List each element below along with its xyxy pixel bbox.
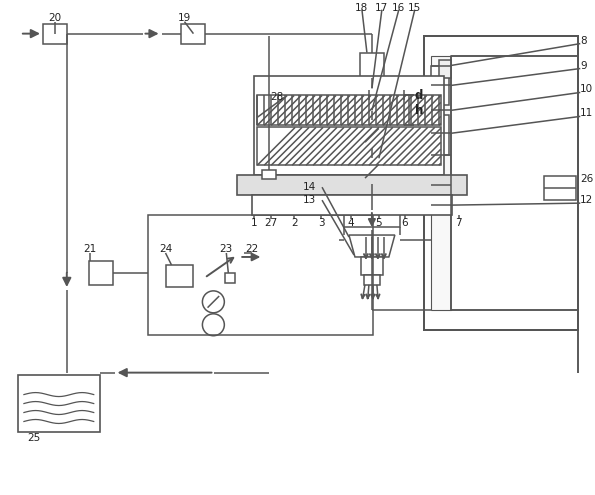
Text: 14: 14 bbox=[302, 182, 316, 192]
Bar bbox=[181, 24, 205, 44]
Text: 2: 2 bbox=[291, 218, 298, 228]
Bar bbox=[252, 195, 452, 215]
Bar bbox=[544, 176, 577, 200]
Text: 28: 28 bbox=[271, 93, 284, 102]
Bar bbox=[364, 275, 380, 285]
Bar bbox=[226, 273, 235, 283]
Text: d: d bbox=[415, 89, 423, 102]
Text: 15: 15 bbox=[408, 2, 421, 13]
Text: 10: 10 bbox=[580, 85, 593, 95]
Bar bbox=[360, 89, 384, 111]
Text: 1: 1 bbox=[251, 218, 258, 228]
Bar bbox=[148, 215, 373, 335]
Text: 26: 26 bbox=[580, 174, 594, 184]
Bar bbox=[237, 175, 466, 195]
Bar bbox=[262, 170, 276, 179]
Bar bbox=[165, 265, 193, 287]
Bar bbox=[257, 96, 441, 125]
Bar bbox=[360, 52, 384, 78]
Text: 4: 4 bbox=[347, 218, 354, 228]
Text: 13: 13 bbox=[302, 195, 316, 205]
Bar bbox=[344, 213, 400, 227]
Text: 23: 23 bbox=[220, 244, 233, 254]
Bar bbox=[439, 59, 450, 78]
Bar bbox=[257, 127, 441, 165]
Text: 9: 9 bbox=[580, 60, 587, 71]
Text: 8: 8 bbox=[580, 36, 587, 46]
Text: h: h bbox=[415, 104, 423, 117]
Text: 18: 18 bbox=[355, 2, 368, 13]
Text: 11: 11 bbox=[580, 108, 594, 118]
Text: 7: 7 bbox=[455, 218, 462, 228]
Bar bbox=[89, 261, 112, 285]
Polygon shape bbox=[349, 235, 395, 257]
Text: 16: 16 bbox=[392, 2, 405, 13]
Text: 24: 24 bbox=[159, 244, 172, 254]
Text: 21: 21 bbox=[83, 244, 96, 254]
Bar bbox=[43, 24, 67, 44]
Bar bbox=[431, 65, 449, 105]
Text: 25: 25 bbox=[27, 434, 40, 444]
Text: 5: 5 bbox=[375, 218, 382, 228]
Text: 6: 6 bbox=[402, 218, 408, 228]
Text: 19: 19 bbox=[178, 13, 191, 23]
Bar bbox=[431, 55, 450, 310]
Bar bbox=[424, 36, 578, 330]
Text: 27: 27 bbox=[265, 218, 278, 228]
Text: 17: 17 bbox=[375, 2, 389, 13]
Bar bbox=[450, 55, 578, 310]
Text: 20: 20 bbox=[48, 13, 61, 23]
Bar bbox=[18, 375, 100, 433]
Text: 3: 3 bbox=[318, 218, 324, 228]
Text: 22: 22 bbox=[246, 244, 259, 254]
Bar bbox=[361, 257, 383, 275]
Bar bbox=[424, 36, 578, 330]
Text: 12: 12 bbox=[580, 195, 594, 205]
Bar bbox=[254, 76, 444, 175]
Bar bbox=[431, 115, 449, 155]
